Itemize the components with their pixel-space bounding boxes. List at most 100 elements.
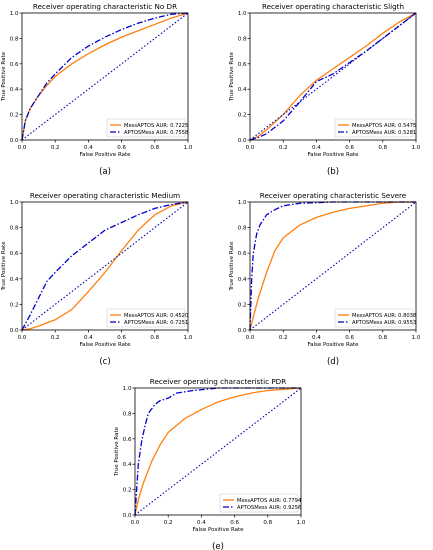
x-tick-label: 0.8 — [150, 335, 159, 341]
y-tick-label: 0.4 — [10, 277, 19, 283]
roc-series-line — [21, 12, 189, 141]
legend-label: APTOSMess AUR: 0.7251 — [124, 320, 188, 326]
y-tick-label: 0.0 — [123, 513, 132, 519]
roc-panel: Receiver operating characteristic Sligth… — [229, 2, 421, 177]
chart-title: Receiver operating characteristic Severe — [260, 191, 407, 200]
x-axis-label: False Positive Rate — [307, 342, 359, 348]
plot-frame — [134, 387, 302, 516]
x-tick-label: 1.0 — [184, 335, 193, 341]
x-tick-label: 1.0 — [184, 145, 193, 151]
legend-box — [334, 118, 414, 138]
y-tick-label: 0.4 — [10, 87, 19, 93]
roc-series-line — [21, 201, 189, 331]
x-tick-label: 0.8 — [150, 145, 159, 151]
legend-label: MessAPTOS AUR: 0.8038 — [352, 313, 416, 319]
y-tick-label: 0.2 — [238, 113, 247, 119]
chart-title: Receiver operating characteristic Sligth — [262, 2, 404, 11]
x-tick-label: 0.0 — [246, 335, 255, 341]
y-tick-label: 0.8 — [10, 36, 19, 42]
x-tick-label: 0.6 — [117, 335, 126, 341]
panel-caption: (e) — [212, 542, 224, 550]
x-tick-label: 0.4 — [312, 335, 321, 341]
y-tick-label: 1.0 — [123, 386, 132, 392]
legend-label: APTOSMess AUR: 0.9553 — [352, 320, 416, 326]
y-axis-label: True Positive Rate — [229, 51, 235, 102]
panel-caption: (a) — [99, 167, 111, 177]
x-axis-label: False Positive Rate — [79, 152, 131, 158]
y-axis-label: True Positive Rate — [1, 241, 7, 292]
plot-frame — [21, 12, 189, 141]
roc-series-line — [134, 387, 301, 516]
chart-title: Receiver operating characteristic No DR — [33, 2, 177, 11]
y-tick-label: 0.0 — [238, 138, 247, 144]
legend-box — [106, 308, 186, 328]
plot-frame — [249, 12, 417, 141]
panel-caption: (d) — [327, 357, 339, 367]
x-tick-label: 0.8 — [378, 145, 387, 151]
x-tick-label: 0.4 — [312, 145, 321, 151]
chart-title: Receiver operating characteristic PDR — [150, 377, 286, 386]
panel-caption: (b) — [327, 167, 339, 177]
legend-label: APTOSMess AUR: 0.7558 — [124, 130, 188, 136]
x-tick-label: 0.4 — [84, 335, 93, 341]
chart-title: Receiver operating characteristic Medium — [30, 191, 180, 200]
x-tick-label: 0.8 — [263, 520, 272, 526]
panel-caption: (c) — [99, 357, 110, 367]
legend-box — [219, 493, 299, 513]
x-tick-label: 0.6 — [117, 145, 126, 151]
legend-label: MessAPTOS AUR: 0.7794 — [237, 498, 302, 504]
y-axis-label: True Positive Rate — [229, 241, 235, 292]
x-tick-label: 0.0 — [131, 520, 140, 526]
x-axis-label: False Positive Rate — [307, 152, 359, 158]
y-tick-label: 0.2 — [123, 488, 132, 494]
y-axis-label: True Positive Rate — [1, 51, 7, 102]
x-tick-label: 1.0 — [297, 520, 306, 526]
y-tick-label: 1.0 — [238, 11, 247, 17]
legend-label: MessAPTOS AUR: 0.7225 — [124, 123, 188, 129]
y-tick-label: 0.8 — [238, 226, 247, 232]
legend-label: APTOSMess AUR: 0.9256 — [237, 505, 301, 511]
x-tick-label: 0.4 — [197, 520, 206, 526]
y-tick-label: 0.0 — [10, 138, 19, 144]
roc-series-line — [249, 201, 416, 331]
roc-panel: Receiver operating characteristic No DR 0… — [1, 2, 193, 177]
x-tick-label: 0.0 — [246, 145, 255, 151]
y-tick-label: 0.0 — [238, 328, 247, 334]
y-tick-label: 0.8 — [238, 36, 247, 42]
roc-series-line — [249, 201, 416, 331]
roc-series-line — [21, 201, 189, 331]
y-tick-label: 1.0 — [238, 200, 247, 206]
y-tick-label: 0.2 — [10, 113, 19, 119]
y-tick-label: 0.4 — [238, 87, 247, 93]
y-tick-label: 0.8 — [123, 411, 132, 417]
legend-label: MessAPTOS AUR: 0.5475 — [352, 123, 416, 129]
x-tick-label: 0.2 — [51, 335, 60, 341]
x-tick-label: 0.0 — [18, 335, 27, 341]
x-tick-label: 0.8 — [378, 335, 387, 341]
legend-box — [334, 308, 414, 328]
y-tick-label: 0.6 — [238, 251, 247, 257]
roc-series-line — [249, 12, 417, 141]
roc-panel: Receiver operating characteristic Severe… — [229, 191, 421, 367]
y-tick-label: 0.2 — [10, 302, 19, 308]
x-axis-label: False Positive Rate — [192, 527, 244, 533]
y-tick-label: 0.6 — [10, 251, 19, 257]
y-tick-label: 0.6 — [10, 62, 19, 68]
x-tick-label: 1.0 — [412, 335, 421, 341]
y-tick-label: 0.6 — [123, 437, 132, 443]
x-tick-label: 0.4 — [84, 145, 93, 151]
x-tick-label: 0.2 — [279, 145, 288, 151]
y-tick-label: 0.6 — [238, 62, 247, 68]
y-tick-label: 0.0 — [10, 328, 19, 334]
legend-label: APTOSMess AUR: 0.5281 — [352, 130, 416, 136]
roc-series-line — [134, 387, 302, 516]
y-tick-label: 0.4 — [123, 462, 132, 468]
plot-frame — [249, 201, 417, 331]
y-tick-label: 0.8 — [10, 226, 19, 232]
x-tick-label: 0.6 — [345, 335, 354, 341]
plot-frame — [21, 201, 189, 331]
x-tick-label: 0.0 — [18, 145, 27, 151]
legend-box — [106, 118, 186, 138]
y-axis-label: True Positive Rate — [114, 426, 120, 477]
y-tick-label: 0.4 — [238, 277, 247, 283]
